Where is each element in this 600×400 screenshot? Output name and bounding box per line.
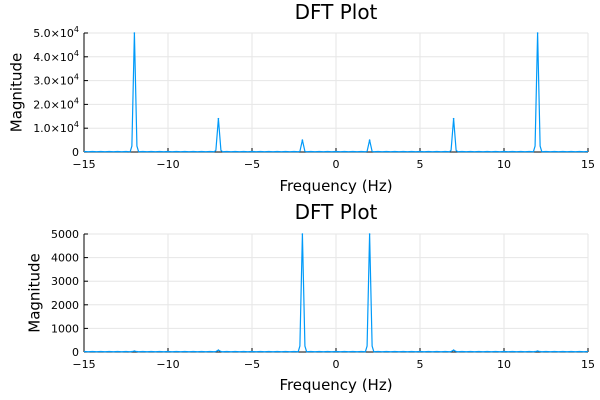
x-tick-label: −10 [156,358,179,371]
y-tick-label: 2000 [51,299,79,312]
peak-point [301,233,304,235]
peak-point [217,117,220,120]
peak-point [368,139,371,141]
peak-point [133,350,136,352]
dft-plot-bottom: −15 −10 −5 0 5 10 15 0 1000 2000 3000 4000 5000 DFT P… [26,200,596,394]
x-tick-label: 15 [581,158,595,171]
y-axis-label: Magnitude [8,53,26,132]
x-tick-label: −15 [72,158,95,171]
x-tick-label: 15 [581,358,595,371]
dft-magnitude-line [83,32,589,153]
x-tick-label: 0 [333,158,340,171]
y-tick-label: 0 [72,146,79,159]
y-tick-label: 5.0×104 [33,25,79,40]
x-tick-label: 10 [497,358,511,371]
chart-title: DFT Plot [295,0,378,24]
peak-point [133,32,136,34]
y-tick-label: 0 [72,346,79,359]
y-tick-label: 1.0×104 [33,120,79,135]
peak-point [217,349,220,351]
x-axis-label: Frequency (Hz) [279,177,392,195]
peak-point [536,350,539,352]
x-tick-label: −10 [156,158,179,171]
peak-point [301,139,304,141]
x-tick-label: 0 [333,358,340,371]
x-tick-label: −15 [72,358,95,371]
chart-title: DFT Plot [295,200,378,224]
x-tick-label: −5 [244,158,260,171]
x-tick-label: 10 [497,158,511,171]
peak-point [452,349,455,351]
y-axis-label: Magnitude [26,253,44,332]
peak-point [368,233,371,235]
peak-point [536,32,539,34]
peak-point [452,117,455,120]
x-tick-label: −5 [244,358,260,371]
x-axis-label: Frequency (Hz) [279,376,392,394]
x-tick-label: 5 [417,358,424,371]
x-tick-label: 5 [417,158,424,171]
y-tick-label: 1000 [51,322,79,335]
y-tick-label: 5000 [51,228,79,241]
y-tick-label: 4.0×104 [33,49,79,64]
y-tick-label: 4000 [51,252,79,265]
y-tick-label: 3000 [51,275,79,288]
dft-plot-top: −15 −10 −5 0 5 10 15 0 1.0×104 2.0×104 3.0×104 4.0×… [8,0,596,195]
dft-magnitude-line [83,233,589,353]
y-tick-label: 3.0×104 [33,73,79,88]
y-tick-label: 2.0×104 [33,96,79,111]
